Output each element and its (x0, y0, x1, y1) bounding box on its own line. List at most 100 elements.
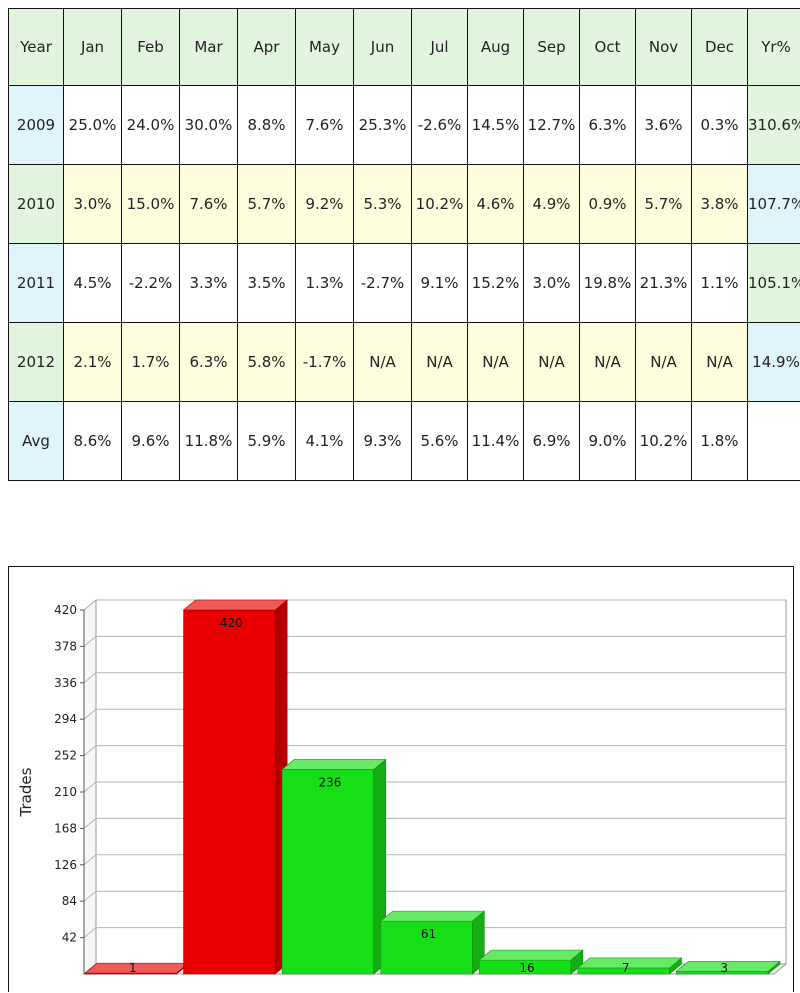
avg-month-cell: 4.1% (296, 402, 354, 481)
month-return-cell: 4.6% (468, 165, 524, 244)
month-return-cell: 5.8% (238, 323, 296, 402)
column-header: Jan (64, 9, 122, 86)
bar-value-label: 3 (720, 961, 728, 975)
column-header: May (296, 9, 354, 86)
month-return-cell: 15.2% (468, 244, 524, 323)
month-return-cell: 3.3% (180, 244, 238, 323)
y-tick-label: 420 (54, 603, 77, 617)
month-return-cell: N/A (636, 323, 692, 402)
column-header: Dec (692, 9, 748, 86)
y-tick-label: 42 (62, 931, 77, 945)
avg-total-cell (748, 402, 800, 481)
month-return-cell: 5.7% (238, 165, 296, 244)
avg-month-cell: 11.4% (468, 402, 524, 481)
month-return-cell: 6.3% (580, 86, 636, 165)
month-return-cell: 3.8% (692, 165, 748, 244)
month-return-cell: 10.2% (412, 165, 468, 244)
y-tick-label: 84 (62, 894, 77, 908)
trades-bar-chart: 4284126168210252294336378420Trades142023… (9, 567, 795, 993)
y-axis-label: Trades (17, 767, 35, 817)
avg-month-cell: 9.6% (122, 402, 180, 481)
bar-top (184, 600, 288, 610)
bar-value-label: 420 (220, 616, 243, 630)
month-return-cell: 0.3% (692, 86, 748, 165)
month-return-cell: 15.0% (122, 165, 180, 244)
column-header: Aug (468, 9, 524, 86)
month-return-cell: -2.7% (354, 244, 412, 323)
month-return-cell: -2.2% (122, 244, 180, 323)
column-header: Year (9, 9, 64, 86)
bar-value-label: 16 (519, 961, 534, 975)
avg-month-cell: 9.3% (354, 402, 412, 481)
month-return-cell: 5.7% (636, 165, 692, 244)
month-return-cell: N/A (412, 323, 468, 402)
bar-top (85, 963, 189, 973)
bar-value-label: 7 (622, 961, 630, 975)
month-return-cell: 2.1% (64, 323, 122, 402)
month-return-cell: 1.3% (296, 244, 354, 323)
avg-month-cell: 6.9% (524, 402, 580, 481)
month-return-cell: 30.0% (180, 86, 238, 165)
column-header: Sep (524, 9, 580, 86)
month-return-cell: 9.2% (296, 165, 354, 244)
month-return-cell: 14.5% (468, 86, 524, 165)
month-return-cell: 0.9% (580, 165, 636, 244)
month-return-cell: 19.8% (580, 244, 636, 323)
month-return-cell: N/A (692, 323, 748, 402)
y-tick-label: 210 (54, 785, 77, 799)
year-total-cell: 310.6% (748, 86, 800, 165)
month-return-cell: 3.0% (64, 165, 122, 244)
y-tick-label: 336 (54, 676, 77, 690)
column-header: Oct (580, 9, 636, 86)
month-return-cell: 1.7% (122, 323, 180, 402)
avg-month-cell: 1.8% (692, 402, 748, 481)
avg-month-cell: 9.0% (580, 402, 636, 481)
month-return-cell: -2.6% (412, 86, 468, 165)
month-return-cell: N/A (468, 323, 524, 402)
bar-top (381, 911, 485, 921)
bar-value-label: 1 (129, 961, 137, 975)
month-return-cell: 24.0% (122, 86, 180, 165)
month-return-cell: 7.6% (180, 165, 238, 244)
month-return-cell: 3.5% (238, 244, 296, 323)
year-total-cell: 14.9% (748, 323, 800, 402)
year-cell: 2011 (9, 244, 64, 323)
month-return-cell: 3.0% (524, 244, 580, 323)
year-cell: 2012 (9, 323, 64, 402)
bar (282, 769, 374, 974)
y-tick-label: 168 (54, 821, 77, 835)
column-header: Jul (412, 9, 468, 86)
month-return-cell: 1.1% (692, 244, 748, 323)
month-return-cell: 7.6% (296, 86, 354, 165)
month-return-cell: 6.3% (180, 323, 238, 402)
column-header: Mar (180, 9, 238, 86)
avg-label-cell: Avg (9, 402, 64, 481)
y-tick-label: 378 (54, 639, 77, 653)
avg-month-cell: 11.8% (180, 402, 238, 481)
month-return-cell: 3.6% (636, 86, 692, 165)
column-header: Nov (636, 9, 692, 86)
bar-value-label: 61 (421, 927, 436, 941)
column-header: Yr% (748, 9, 800, 86)
y-tick-label: 294 (54, 712, 77, 726)
year-cell: 2009 (9, 86, 64, 165)
avg-month-cell: 10.2% (636, 402, 692, 481)
year-total-cell: 107.7% (748, 165, 800, 244)
bar-top (282, 759, 386, 769)
bar-top (676, 961, 780, 971)
month-return-cell: 12.7% (524, 86, 580, 165)
bar-top (578, 958, 682, 968)
month-return-cell: 8.8% (238, 86, 296, 165)
column-header: Jun (354, 9, 412, 86)
avg-month-cell: 8.6% (64, 402, 122, 481)
bar (184, 610, 276, 974)
year-total-cell: 105.1% (748, 244, 800, 323)
